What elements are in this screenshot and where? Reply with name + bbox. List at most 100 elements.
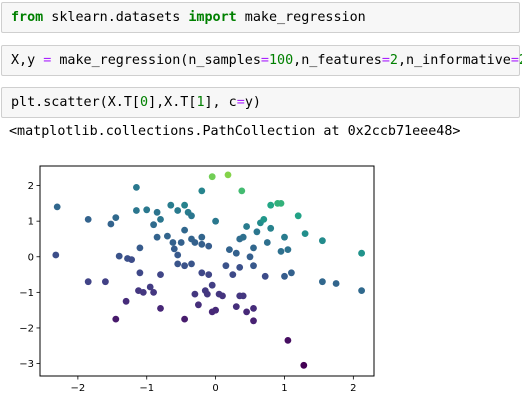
scatter-point: [174, 260, 182, 268]
scatter-point: [191, 239, 199, 246]
code-cell-2[interactable]: X,y = make_regression(n_samples=100,n_fe…: [1, 45, 522, 76]
scatter-point: [219, 292, 226, 300]
y-tick-label: 2: [28, 181, 34, 192]
scatter-point: [181, 201, 189, 209]
scatter-point: [195, 301, 202, 309]
scatter-point: [157, 216, 164, 223]
scatter-point: [319, 278, 326, 286]
scatter-point: [102, 278, 109, 286]
scatter-point: [208, 173, 216, 181]
scatter-point: [177, 239, 185, 246]
scatter-point: [150, 221, 158, 229]
scatter-point: [229, 271, 237, 278]
code-cell-1[interactable]: from sklearn.datasets import make_regres…: [1, 2, 520, 33]
scatter-point: [238, 187, 246, 195]
code-token: plt.scatter(X.T[: [11, 95, 140, 110]
scatter-point: [294, 212, 302, 220]
scatter-point: [205, 271, 213, 278]
scatter-point: [146, 283, 154, 291]
code-token: y): [244, 95, 261, 110]
code-token: ,n_informative: [397, 53, 511, 68]
x-axis-ticks: −2 −1 0 1 2: [71, 376, 357, 394]
scatter-point: [53, 203, 61, 211]
scatter-point: [84, 216, 92, 223]
scatter-point: [133, 207, 140, 214]
scatter-point: [150, 289, 158, 296]
scatter-point: [135, 287, 142, 294]
cell-output-text: <matplotlib.collections.PathCollection a…: [9, 124, 461, 139]
scatter-point: [136, 244, 144, 252]
x-tick-label: −1: [139, 383, 154, 394]
scatter-point: [188, 260, 195, 268]
code-token: 2: [519, 53, 522, 68]
scatter-point: [267, 201, 275, 209]
scatter-point: [174, 207, 182, 214]
scatter-point: [267, 224, 275, 232]
scatter-point: [263, 239, 271, 246]
code-token: make_regression(n_samples: [51, 53, 261, 68]
scatter-point: [224, 171, 232, 179]
x-tick-label: −2: [71, 383, 86, 394]
scatter-point: [198, 187, 206, 195]
code-token: =: [381, 53, 390, 68]
scatter-point: [277, 248, 285, 255]
scatter-point: [301, 230, 309, 238]
code-token: 2: [389, 53, 398, 68]
scatter-point: [250, 262, 257, 270]
code-token: =: [236, 95, 245, 110]
scatter-point: [157, 305, 164, 312]
code-token: =: [260, 53, 269, 68]
y-tick-label: 1: [28, 217, 34, 228]
scatter-point: [188, 212, 195, 220]
scatter-point: [198, 233, 206, 241]
scatter-point: [174, 251, 182, 259]
code-line-1: from sklearn.datasets import make_regres…: [11, 10, 366, 26]
scatter-point: [253, 228, 261, 236]
scatter-point: [281, 272, 288, 280]
code-token: ], c: [204, 95, 237, 110]
y-tick-label: −2: [19, 323, 34, 334]
scatter-point: [136, 269, 144, 277]
code-token: make_regression: [236, 10, 366, 25]
scatter-point: [115, 252, 123, 260]
code-token: X,y: [11, 53, 44, 68]
scatter-points: [52, 171, 365, 369]
scatter-point: [170, 245, 178, 253]
scatter-point: [208, 281, 216, 289]
scatter-point: [112, 315, 120, 323]
scatter-point: [232, 303, 240, 310]
scatter-point: [205, 242, 213, 250]
scatter-point: [277, 200, 285, 207]
scatter-point: [250, 305, 257, 312]
scatter-point: [358, 249, 365, 257]
scatter-point: [112, 214, 120, 222]
code-line-3: plt.scatter(X.T[0],X.T[1], c=y): [11, 95, 261, 111]
scatter-point: [164, 232, 171, 240]
scatter-point: [284, 246, 292, 254]
scatter-point: [122, 297, 130, 305]
code-token: ,n_features: [293, 53, 382, 68]
scatter-point: [153, 208, 161, 216]
scatter-point: [181, 315, 189, 323]
x-tick-label: 0: [212, 383, 218, 394]
scatter-point: [239, 233, 247, 241]
scatter-point: [212, 217, 220, 225]
code-token: 100: [268, 53, 294, 68]
x-tick-label: 1: [281, 383, 287, 394]
code-token: 0: [140, 95, 149, 110]
scatter-point: [332, 280, 340, 287]
scatter-point: [250, 244, 257, 252]
scatter-point: [284, 337, 292, 344]
code-token: import: [188, 10, 237, 25]
code-cell-3[interactable]: plt.scatter(X.T[0],X.T[1], c=y): [1, 87, 520, 118]
scatter-point: [261, 272, 269, 280]
code-token: sklearn.datasets: [43, 10, 189, 25]
code-token: 1: [196, 95, 205, 110]
scatter-point: [133, 184, 140, 191]
scatter-point: [84, 278, 92, 286]
y-tick-label: 0: [28, 252, 34, 263]
scatter-point: [169, 239, 177, 246]
scatter-point: [181, 262, 189, 270]
scatter-point: [250, 317, 257, 325]
